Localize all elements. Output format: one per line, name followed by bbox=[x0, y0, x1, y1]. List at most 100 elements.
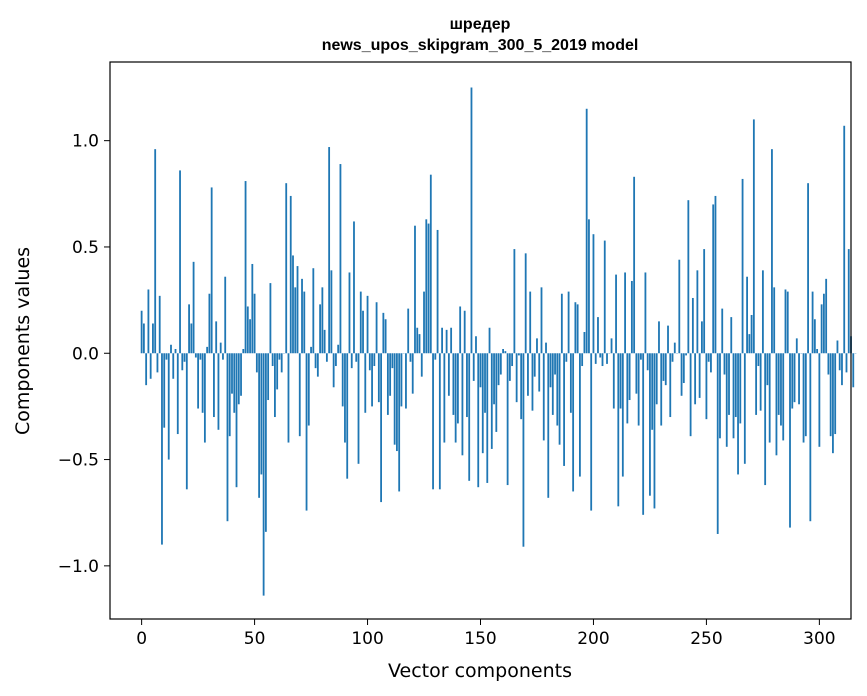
x-tick-label-2: 100 bbox=[351, 629, 383, 649]
bar-component-110 bbox=[389, 353, 392, 396]
bar-component-187 bbox=[563, 353, 565, 466]
bar-component-35 bbox=[219, 342, 222, 354]
bar-component-228 bbox=[655, 353, 658, 405]
bar-component-102 bbox=[371, 353, 373, 407]
bar-component-298 bbox=[813, 319, 816, 354]
bar-component-286 bbox=[786, 291, 789, 354]
bar-component-99 bbox=[364, 353, 367, 413]
bar-component-163 bbox=[508, 353, 511, 381]
bar-component-114 bbox=[398, 353, 401, 492]
bar-component-218 bbox=[633, 176, 636, 354]
bar-component-158 bbox=[497, 353, 500, 386]
bar-component-170 bbox=[524, 253, 527, 354]
bar-component-38 bbox=[226, 353, 229, 522]
bar-component-227 bbox=[653, 353, 656, 509]
bar-component-58 bbox=[271, 353, 274, 367]
bar-component-289 bbox=[793, 353, 796, 403]
bar-component-175 bbox=[536, 338, 538, 354]
bar-component-304 bbox=[827, 353, 830, 375]
bar-component-297 bbox=[811, 291, 814, 354]
bar-component-41 bbox=[233, 353, 236, 413]
bar-component-113 bbox=[396, 353, 398, 452]
bar-component-34 bbox=[217, 353, 220, 430]
bar-component-85 bbox=[332, 353, 335, 388]
bar-component-256 bbox=[719, 353, 721, 439]
bar-component-248 bbox=[700, 321, 703, 354]
bar-component-185 bbox=[558, 353, 561, 445]
bar-component-68 bbox=[294, 287, 297, 354]
bar-component-172 bbox=[529, 291, 532, 354]
bar-component-118 bbox=[407, 308, 410, 354]
bar-component-94 bbox=[353, 221, 355, 354]
bar-component-53 bbox=[260, 353, 263, 475]
bar-component-6 bbox=[154, 149, 157, 354]
bar-component-165 bbox=[513, 249, 516, 354]
bar-component-125 bbox=[423, 291, 425, 354]
bar-component-186 bbox=[560, 293, 563, 354]
bar-component-54 bbox=[262, 353, 265, 596]
bar-component-3 bbox=[147, 289, 150, 354]
bar-component-22 bbox=[190, 323, 193, 354]
bar-component-146 bbox=[470, 87, 473, 354]
bar-component-79 bbox=[319, 304, 322, 354]
bar-component-129 bbox=[432, 353, 434, 490]
bar-component-302 bbox=[822, 293, 825, 354]
bar-component-200 bbox=[592, 234, 595, 354]
bar-component-272 bbox=[755, 353, 758, 415]
bar-component-52 bbox=[258, 353, 261, 498]
bar-component-295 bbox=[807, 183, 809, 354]
y-tick-label-1: −0.5 bbox=[58, 451, 99, 471]
bar-component-310 bbox=[841, 353, 843, 386]
bar-component-72 bbox=[303, 291, 306, 354]
bar-component-309 bbox=[838, 353, 841, 371]
bar-component-104 bbox=[375, 302, 378, 354]
bar-component-47 bbox=[246, 306, 249, 354]
bar-component-33 bbox=[215, 321, 218, 354]
bar-component-277 bbox=[766, 353, 769, 386]
bar-component-180 bbox=[547, 353, 550, 498]
bar-component-112 bbox=[393, 353, 396, 445]
bar-component-74 bbox=[307, 353, 310, 426]
bar-component-100 bbox=[366, 295, 369, 354]
bar-component-246 bbox=[696, 270, 699, 354]
bar-component-152 bbox=[484, 353, 486, 413]
bar-component-60 bbox=[276, 353, 279, 390]
bar-component-109 bbox=[386, 353, 389, 415]
bar-component-220 bbox=[637, 353, 640, 426]
bar-component-29 bbox=[206, 346, 209, 354]
bar-component-71 bbox=[301, 278, 303, 354]
bar-component-27 bbox=[201, 353, 204, 413]
bar-component-12 bbox=[167, 353, 170, 460]
y-tick-label-2: 0.0 bbox=[72, 344, 99, 364]
bar-component-76 bbox=[312, 268, 315, 354]
bar-component-221 bbox=[640, 353, 642, 360]
bar-component-242 bbox=[687, 200, 690, 354]
bar-component-183 bbox=[554, 353, 556, 375]
bar-component-140 bbox=[457, 353, 459, 424]
bar-component-31 bbox=[210, 187, 213, 354]
bar-component-239 bbox=[680, 353, 683, 396]
bar-component-211 bbox=[617, 353, 620, 507]
bar-component-132 bbox=[438, 353, 441, 490]
bar-component-120 bbox=[411, 353, 414, 394]
bar-component-67 bbox=[292, 255, 294, 354]
x-tick-label-4: 200 bbox=[577, 629, 609, 649]
bar-component-80 bbox=[321, 287, 324, 354]
bar-component-247 bbox=[698, 353, 701, 398]
bar-component-312 bbox=[845, 353, 848, 373]
bar-component-216 bbox=[628, 353, 631, 401]
bar-component-244 bbox=[691, 297, 694, 354]
bar-component-303 bbox=[825, 278, 828, 354]
bar-component-11 bbox=[165, 353, 168, 360]
bar-component-238 bbox=[678, 259, 681, 354]
bar-component-222 bbox=[642, 353, 645, 515]
bar-component-86 bbox=[335, 353, 337, 367]
bar-component-275 bbox=[761, 270, 764, 354]
bar-component-167 bbox=[518, 353, 520, 356]
bar-component-219 bbox=[635, 353, 638, 394]
bar-component-279 bbox=[771, 149, 773, 354]
bar-component-307 bbox=[834, 353, 837, 435]
bar-component-184 bbox=[556, 353, 559, 426]
bar-component-10 bbox=[163, 353, 166, 428]
